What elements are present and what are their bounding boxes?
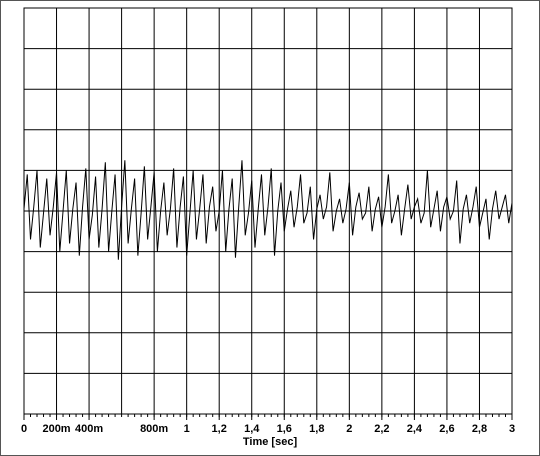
x-axis-title: Time [sec]: [243, 436, 298, 448]
x-tick-label: 2: [346, 423, 352, 435]
x-tick-label: 2,6: [439, 423, 454, 435]
x-tick-label: 200m: [42, 423, 70, 435]
x-tick-label: 2,2: [374, 423, 389, 435]
x-tick-label: 400m: [75, 423, 103, 435]
x-tick-label: 800m: [140, 423, 168, 435]
x-tick-label: 1,6: [277, 423, 292, 435]
x-tick-label: 1: [184, 423, 190, 435]
signal-line: [23, 160, 513, 260]
x-tick-label: 2,8: [472, 423, 487, 435]
x-tick-label: 3: [509, 423, 515, 435]
x-tick-label: 1,8: [309, 423, 324, 435]
x-tick-label: 1,2: [212, 423, 227, 435]
x-tick-label: 0: [21, 423, 27, 435]
x-tick-label: 2,4: [407, 423, 423, 435]
x-tick-label: 1,4: [244, 423, 260, 435]
